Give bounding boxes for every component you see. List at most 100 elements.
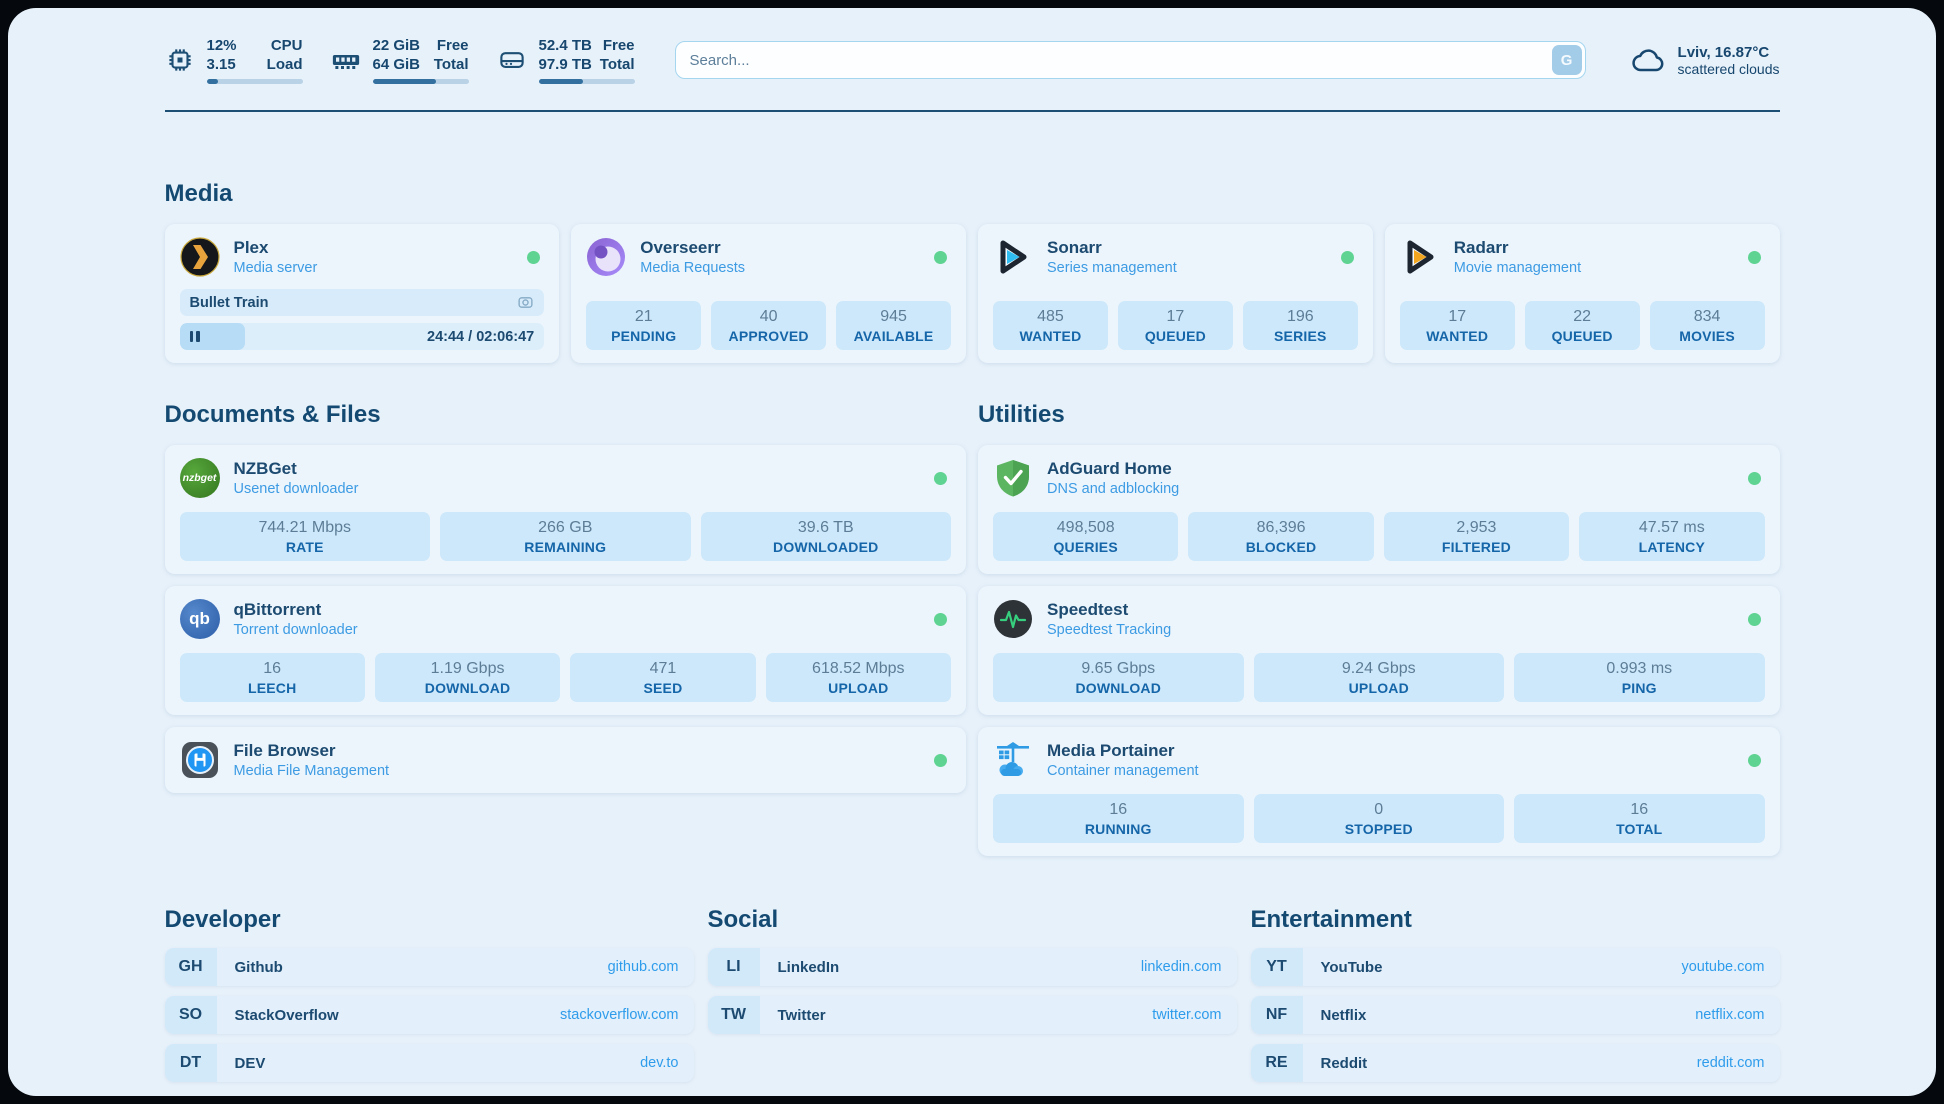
app-card-adguard[interactable]: AdGuard Home DNS and adblocking 498,508 … [978,445,1780,574]
now-playing-title: Bullet Train [189,294,269,311]
plex-icon [179,237,220,277]
github-abbr-icon: GH [164,948,217,986]
link-row-netflix[interactable]: NF Netflix netflix.com [1250,996,1780,1034]
section-title-docs: Documents & Files [164,401,381,428]
utilities-column: Utilities AdGuard Home [978,401,1780,856]
link-url[interactable]: linkedin.com [1140,959,1222,975]
twitter-abbr-icon: TW [707,996,760,1034]
playback-time: 24:44 / 02:06:47 [427,328,535,345]
status-dot [934,471,947,485]
link-url[interactable]: youtube.com [1681,959,1765,975]
link-row-dev[interactable]: DT DEV dev.to [164,1044,694,1082]
stat-box-download: 9.65 Gbps DOWNLOAD [993,653,1244,702]
disk-widget: 52.4 TB 97.9 TB Free Total [497,36,635,84]
disk-free-value: 52.4 TB [538,37,592,54]
social-links: Social LI LinkedIn linkedin.com TW Twitt… [707,906,1237,1092]
system-metrics: 12% 3.15 CPU Load [165,36,635,84]
stat-box-upload: 9.24 Gbps UPLOAD [1253,653,1504,702]
stat-box-approved: 40 APPROVED [711,301,827,350]
status-dot [527,250,541,264]
link-row-stackoverflow[interactable]: SO StackOverflow stackoverflow.com [164,996,694,1034]
link-url[interactable]: github.com [607,959,679,975]
search-engine-button[interactable]: G [1551,45,1582,75]
app-desc: Torrent downloader [233,622,358,638]
ram-free-value: 22 GiB [372,37,421,54]
app-card-overseerr[interactable]: Overseerr Media Requests 21 PENDING 40 A… [571,224,966,363]
stat-box-pending: 21 PENDING [586,301,702,350]
app-card-plex[interactable]: Plex Media server Bullet Train [164,224,560,363]
link-row-youtube[interactable]: YT YouTube youtube.com [1250,948,1780,986]
status-dot [1747,471,1761,485]
now-playing-row: Bullet Train [179,289,545,316]
ram-label-1: Free [436,37,469,54]
cpu-load-value: 3.15 [206,56,236,73]
link-row-reddit[interactable]: RE Reddit reddit.com [1250,1044,1780,1082]
portainer-icon [993,740,1033,780]
status-dot [934,753,947,767]
app-desc: Series management [1047,260,1177,276]
disk-label-2: Total [599,56,635,73]
link-url[interactable]: reddit.com [1696,1055,1765,1071]
stat-box-stopped: 0 STOPPED [1253,794,1504,843]
app-card-portainer[interactable]: Media Portainer Container management 16 … [978,727,1780,856]
app-name: File Browser [233,741,336,760]
cpu-label-2: Load [266,56,303,73]
app-name: Plex [233,238,269,257]
stat-box-movies: 834 MOVIES [1649,301,1765,350]
app-card-speedtest[interactable]: Speedtest Speedtest Tracking 9.65 Gbps D… [978,586,1780,715]
app-name: Sonarr [1047,238,1102,257]
documents-column: Documents & Files nzbget NZBGet Usenet d… [164,401,966,793]
app-card-nzbget[interactable]: nzbget NZBGet Usenet downloader 744.21 M… [164,445,966,574]
stat-box-running: 16 RUNNING [993,794,1244,843]
app-name: Radarr [1453,238,1509,257]
app-desc: Container management [1047,763,1199,779]
header-divider [164,110,1780,112]
stat-box-downloaded: 39.6 TB DOWNLOADED [700,512,951,561]
app-name: qBittorrent [233,600,322,619]
app-desc: Media File Management [233,763,390,779]
stat-box-leech: 16 LEECH [179,653,365,702]
ram-progress-bar [372,79,469,84]
app-card-sonarr[interactable]: Sonarr Series management 485 WANTED 17 Q… [978,224,1373,363]
app-card-radarr[interactable]: Radarr Movie management 17 WANTED 22 QUE… [1384,224,1780,363]
entertainment-links: Entertainment YT YouTube youtube.com NF … [1250,906,1780,1092]
app-desc: Usenet downloader [233,481,359,497]
nzbget-icon: nzbget [179,458,220,498]
stat-box-queued: 17 QUEUED [1117,301,1233,350]
reddit-abbr-icon: RE [1250,1044,1303,1082]
weather-condition: scattered clouds [1677,60,1780,77]
stat-box-rate: 744.21 Mbps RATE [179,512,430,561]
app-name: NZBGet [233,459,297,478]
stat-box-filtered: 2,953 FILTERED [1383,512,1570,561]
cloud-icon [1630,43,1668,77]
weather-location-temp: Lviv, 16.87°C [1677,43,1770,61]
link-row-github[interactable]: GH Github github.com [164,948,694,986]
cpu-label-1: CPU [270,37,303,54]
link-url[interactable]: dev.to [640,1055,679,1071]
disk-total-value: 97.9 TB [538,56,592,73]
link-row-twitter[interactable]: TW Twitter twitter.com [707,996,1237,1034]
link-url[interactable]: stackoverflow.com [560,1007,679,1023]
ram-total-value: 64 GiB [372,56,421,73]
link-url[interactable]: twitter.com [1152,1007,1222,1023]
app-card-qbittorrent[interactable]: qb qBittorrent Torrent downloader 16 LEE… [164,586,966,715]
netflix-abbr-icon: NF [1250,996,1303,1034]
filebrowser-icon [180,740,220,780]
app-name: Overseerr [640,238,721,257]
disk-icon [497,45,527,75]
dev-abbr-icon: DT [164,1044,217,1082]
link-row-linkedin[interactable]: LI LinkedIn linkedin.com [707,948,1237,986]
link-url[interactable]: netflix.com [1695,1007,1765,1023]
status-dot [1340,250,1354,264]
disk-label-1: Free [602,37,635,54]
pause-icon[interactable] [189,331,200,342]
app-card-filebrowser[interactable]: File Browser Media File Management [164,727,966,793]
stat-box-latency: 47.57 ms LATENCY [1579,512,1765,561]
search-input[interactable] [674,41,1586,79]
sonarr-icon [993,237,1033,277]
app-desc: Media Requests [640,260,746,276]
cpu-progress-bar [206,79,303,84]
developer-links: Developer GH Github github.com SO StackO… [164,906,694,1092]
section-title-utilities: Utilities [978,401,1065,428]
disk-progress-bar [538,79,635,84]
